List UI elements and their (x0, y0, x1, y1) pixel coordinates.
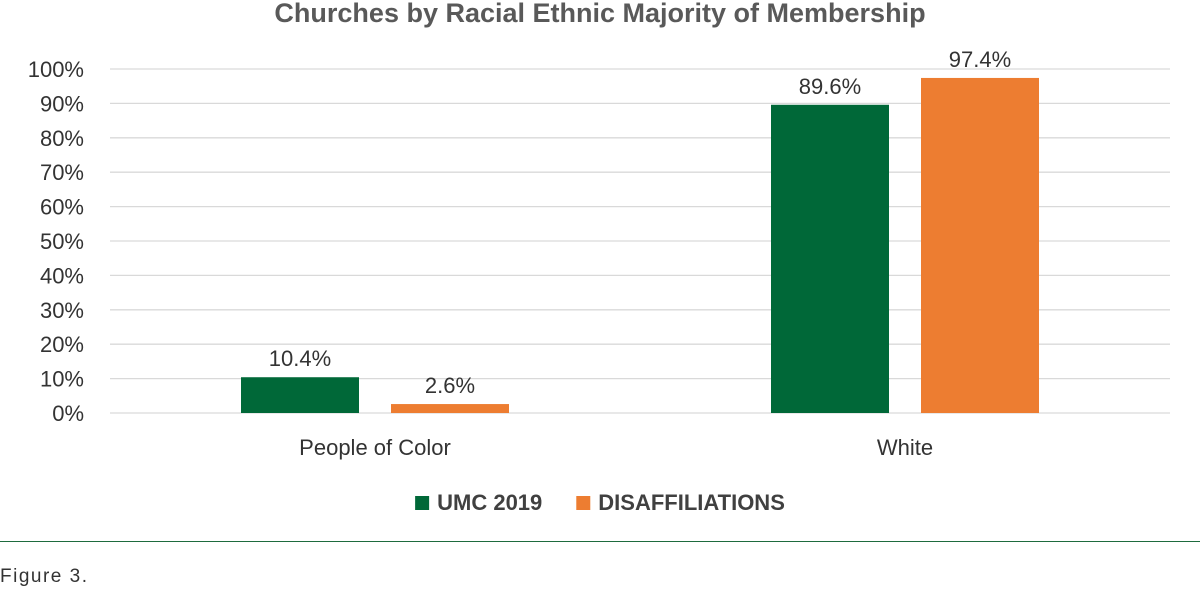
legend-item: DISAFFILIATIONS (576, 490, 785, 515)
x-category-label: People of Color (299, 435, 451, 460)
bars (241, 77, 1039, 413)
y-axis-tick-labels: 0% 10% 20% 30% 40% 50% 60% 70% 80% 90% 100% (28, 57, 84, 426)
y-tick-label: 30% (40, 298, 84, 323)
y-tick-label: 20% (40, 332, 84, 357)
data-label: 97.4% (949, 47, 1011, 72)
x-axis-category-labels: People of Color White (299, 435, 933, 460)
chart-title: Churches by Racial Ethnic Majority of Me… (274, 0, 925, 28)
y-tick-label: 40% (40, 263, 84, 288)
legend-swatch (415, 496, 430, 510)
data-label: 89.6% (799, 74, 861, 99)
y-tick-label: 100% (28, 57, 84, 82)
data-label: 2.6% (425, 373, 475, 398)
caption-divider (0, 541, 1200, 542)
data-label: 10.4% (269, 346, 331, 371)
y-tick-label: 90% (40, 91, 84, 116)
bar-disaffiliations (391, 404, 509, 413)
data-labels: 10.4% 2.6% 89.6% 97.4% (269, 47, 1011, 398)
bar-disaffiliations (921, 77, 1039, 413)
legend-item: UMC 2019 (415, 490, 542, 515)
y-tick-label: 0% (52, 401, 84, 426)
y-tick-label: 50% (40, 229, 84, 254)
y-tick-label: 80% (40, 126, 84, 151)
legend-label: UMC 2019 (437, 490, 542, 515)
bar-umc-2019 (241, 377, 359, 413)
bar-umc-2019 (771, 104, 889, 413)
legend-label: DISAFFILIATIONS (598, 490, 785, 515)
y-tick-label: 60% (40, 195, 84, 220)
y-tick-label: 70% (40, 160, 84, 185)
figure-caption: Figure 3. (0, 566, 89, 587)
x-category-label: White (877, 435, 933, 460)
legend-swatch (576, 496, 591, 510)
y-tick-label: 10% (40, 367, 84, 392)
legend: UMC 2019 DISAFFILIATIONS (415, 490, 785, 515)
